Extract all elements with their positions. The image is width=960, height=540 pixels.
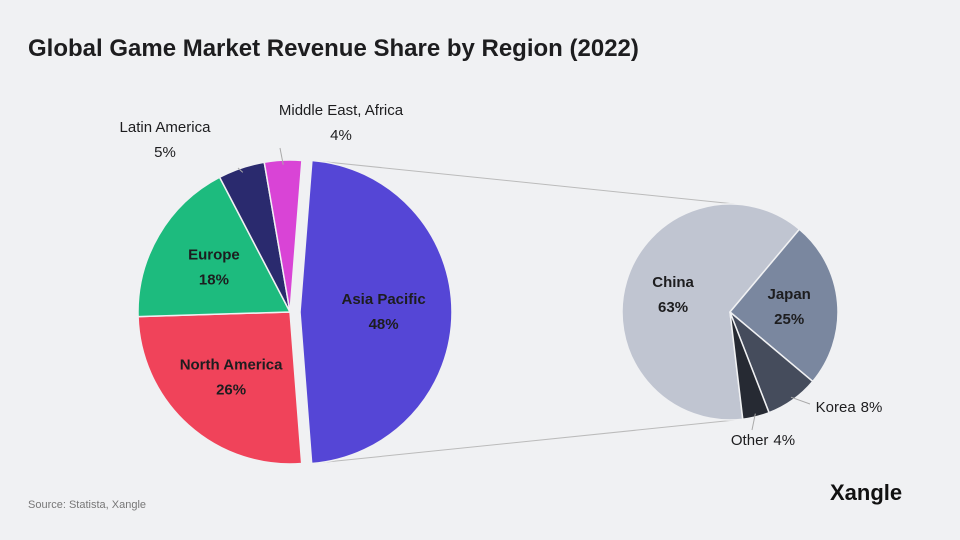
slice-value: 5% (154, 144, 176, 161)
slice-label: Europe (188, 246, 240, 263)
slice-value: 4% (773, 432, 795, 449)
slice-label: North America (180, 357, 283, 374)
pie-slice (137, 311, 303, 465)
pie-slice (137, 176, 292, 318)
pie-slice (728, 228, 839, 383)
slice-label: Middle East, Africa (279, 102, 404, 119)
slice-value: 18% (199, 271, 229, 288)
leader-line (790, 396, 811, 405)
slice-value: 63% (658, 299, 688, 316)
chart-title: Global Game Market Revenue Share by Regi… (28, 35, 639, 62)
slice-value: 26% (216, 382, 246, 399)
connector (311, 419, 736, 465)
slice-label: Asia Pacific (341, 291, 425, 308)
slice-value: 4% (330, 127, 352, 144)
leader-line (237, 167, 244, 173)
pie-slice (621, 203, 801, 421)
pie-slice (263, 159, 303, 313)
slice-label: Latin America (120, 119, 212, 136)
connector (311, 159, 736, 205)
slice-name: Other (731, 432, 769, 449)
leader-line (751, 413, 756, 431)
source: Source: Statista, Xangle (28, 499, 146, 511)
leader-line (279, 147, 284, 165)
connectors (311, 159, 736, 465)
slice-value: 25% (774, 311, 804, 328)
slice-label: Other 4% (731, 432, 795, 449)
pie-slice (729, 311, 771, 421)
slice-value: 8% (861, 399, 883, 416)
slice-label: China (652, 274, 694, 291)
slice-name: Korea (816, 399, 857, 416)
slice-label: Korea 8% (816, 399, 883, 416)
logo: Xangle (830, 480, 902, 505)
slice-value: 48% (369, 316, 399, 333)
pie-slice (299, 159, 453, 465)
slice-label: Japan (767, 286, 810, 303)
